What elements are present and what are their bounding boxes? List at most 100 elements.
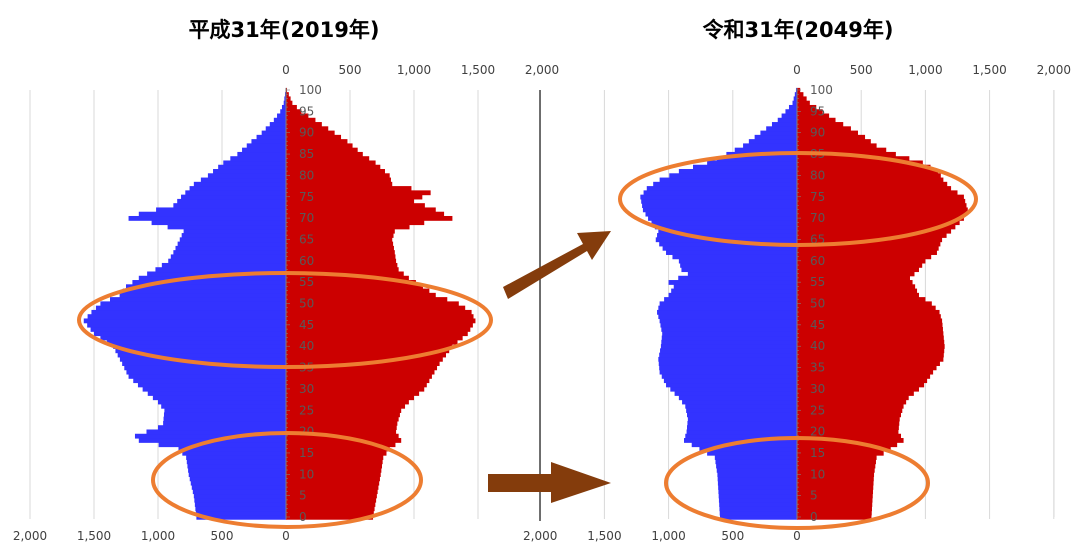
female-bar [797, 412, 902, 418]
female-bar [286, 459, 383, 465]
female-bar [286, 292, 436, 298]
male-bar [175, 245, 286, 251]
female-bar [797, 322, 943, 328]
male-bar [207, 173, 286, 179]
female-bar [797, 194, 964, 200]
male-bar [94, 331, 286, 337]
male-bar [95, 305, 286, 311]
male-bar [692, 164, 797, 170]
female-bar [797, 352, 944, 358]
female-bar [286, 305, 466, 311]
female-bar [797, 113, 830, 119]
female-bar [286, 284, 423, 290]
male-bar [194, 497, 286, 503]
female-bar [797, 96, 807, 102]
male-bar [167, 224, 286, 230]
male-bar [657, 309, 797, 315]
female-bar [286, 207, 436, 213]
male-bar [687, 420, 797, 426]
female-bar [797, 514, 872, 520]
female-bar [286, 472, 381, 478]
male-bar [183, 228, 286, 234]
female-bar [797, 288, 918, 294]
female-bar [797, 297, 926, 302]
female-bar [797, 134, 866, 140]
male-bar [273, 117, 286, 123]
age-label: 50 [810, 297, 825, 311]
male-bar [269, 122, 286, 127]
male-bar [173, 203, 286, 209]
female-bar [286, 87, 288, 93]
age-label: 40 [299, 339, 314, 353]
age-label: 60 [810, 254, 825, 268]
male-bar [660, 344, 797, 349]
female-bar [286, 420, 398, 426]
female-bar [797, 169, 939, 174]
female-bar [286, 139, 348, 144]
age-label: 95 [299, 104, 314, 118]
male-bar [158, 442, 286, 448]
female-bar [286, 134, 342, 140]
male-bar [668, 292, 797, 298]
male-bar [195, 510, 286, 516]
male-bar [189, 476, 286, 482]
female-bar [286, 220, 425, 226]
female-bar [797, 314, 941, 320]
female-bar [797, 164, 931, 170]
male-bar [678, 258, 797, 264]
female-bar [286, 510, 374, 516]
male-bar [213, 169, 286, 174]
male-bar [687, 412, 797, 418]
male-bar [661, 327, 797, 332]
female-bar [797, 442, 898, 448]
age-label: 90 [810, 126, 825, 140]
male-bar [146, 429, 286, 435]
male-bar [687, 271, 797, 277]
female-bar [286, 438, 402, 443]
male-bar [687, 416, 797, 422]
age-label: 45 [810, 318, 825, 332]
male-bar [715, 459, 797, 465]
male-bar [158, 399, 286, 405]
male-bar [659, 241, 797, 247]
top-tick-label: 1,500 [972, 63, 1006, 77]
female-bar [797, 275, 910, 281]
female-bar [797, 117, 836, 123]
female-bar [286, 151, 363, 157]
age-label: 85 [299, 147, 314, 161]
male-bar [792, 100, 797, 106]
male-bar [128, 215, 286, 221]
female-bar [286, 339, 458, 345]
female-bar [286, 254, 396, 260]
female-bar [797, 502, 873, 507]
male-bar [658, 361, 797, 366]
age-label: 30 [810, 382, 825, 396]
female-bar [797, 207, 968, 213]
male-bar [658, 314, 797, 320]
female-bar [797, 450, 884, 456]
female-bar [286, 288, 430, 294]
female-bar [286, 476, 380, 482]
female-bar [286, 143, 353, 149]
female-bar [286, 408, 402, 413]
female-bar [797, 198, 966, 204]
female-bar [286, 356, 443, 362]
female-bar [797, 215, 964, 221]
female-bar [286, 391, 420, 396]
female-bar [286, 156, 370, 162]
chart-title-2049: 令和31年(2049年) [702, 18, 894, 42]
male-bar [687, 425, 797, 431]
male-bar [142, 386, 286, 392]
female-bar [797, 130, 858, 136]
age-label: 40 [810, 339, 825, 353]
female-bar [286, 96, 291, 102]
female-bar [797, 395, 909, 401]
arrow-up-right [503, 231, 611, 299]
age-label: 75 [299, 190, 314, 204]
male-bar [662, 331, 797, 337]
pyramid-2019: 0510152025303540455055606570758085909510… [13, 63, 559, 543]
female-bar [797, 186, 952, 191]
female-bar [286, 425, 397, 431]
male-bar [161, 262, 286, 268]
male-bar [181, 233, 286, 238]
